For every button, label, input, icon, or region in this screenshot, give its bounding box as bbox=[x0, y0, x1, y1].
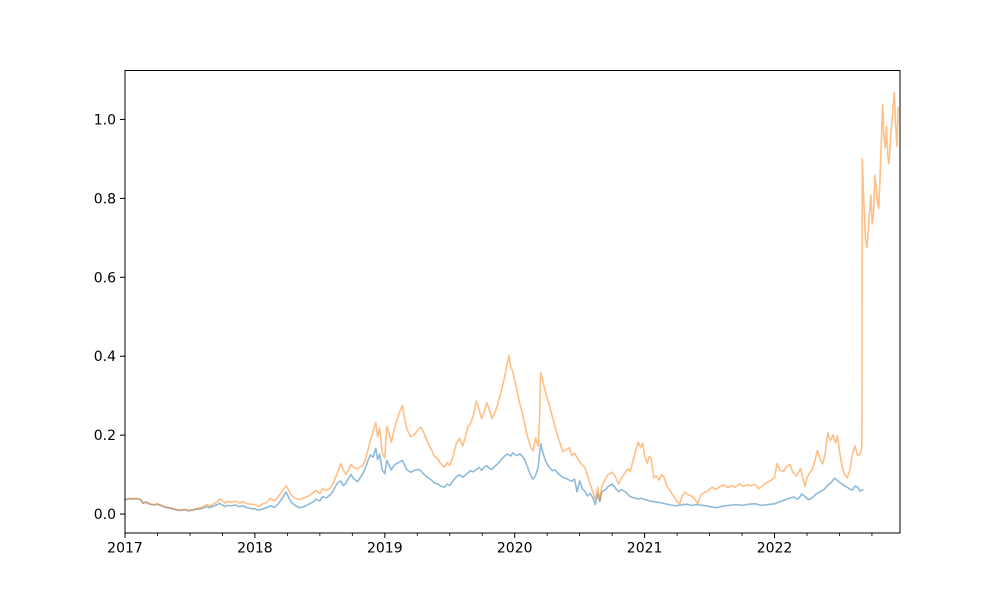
x-tick-label-2018: 2018 bbox=[237, 541, 273, 557]
y-tick-label-0.8: 0.8 bbox=[94, 191, 116, 207]
x-tick-label-2021: 2021 bbox=[627, 541, 663, 557]
series-line-orange-series bbox=[124, 91, 899, 512]
x-tick-label-2022: 2022 bbox=[757, 541, 793, 557]
y-tick-label-1.0: 1.0 bbox=[94, 112, 116, 128]
x-tick-label-2017: 2017 bbox=[107, 541, 143, 557]
y-tick-label-0.6: 0.6 bbox=[94, 270, 116, 286]
series-line-blue-series bbox=[124, 443, 864, 512]
y-tick-label-0.0: 0.0 bbox=[94, 507, 116, 523]
y-tick-label-0.2: 0.2 bbox=[94, 428, 116, 444]
x-tick-label-2019: 2019 bbox=[367, 541, 403, 557]
plot-border bbox=[124, 70, 901, 534]
y-tick-label-0.4: 0.4 bbox=[94, 349, 116, 365]
x-tick-label-2020: 2020 bbox=[497, 541, 533, 557]
